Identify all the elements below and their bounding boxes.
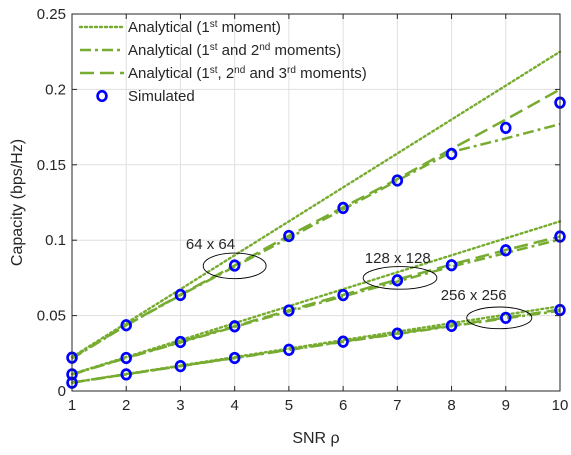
x-tick-label: 7	[393, 397, 401, 414]
simulated-marker	[174, 335, 187, 349]
simulated-marker	[445, 319, 458, 333]
series-line-dotted	[70, 50, 562, 359]
simulated-marker	[337, 201, 349, 215]
x-axis-label: SNR ρ	[292, 430, 339, 447]
group-annotation-label: 64 x 64	[186, 236, 235, 253]
simulated-marker	[391, 274, 404, 287]
y-tick-label: 0.1	[45, 232, 66, 249]
series-layer	[66, 50, 566, 389]
x-tick-label: 5	[285, 397, 293, 414]
simulated-marker	[120, 368, 132, 381]
simulated-marker	[228, 320, 241, 333]
simulated-marker	[174, 359, 187, 373]
group-annotation-label: 128 x 128	[365, 250, 431, 267]
x-tick-label: 1	[68, 397, 76, 414]
legend-label: Analytical (1st, 2nd and 3rd moments)	[128, 65, 367, 83]
simulated-marker	[228, 351, 241, 365]
simulated-marker	[500, 244, 512, 257]
legend-label: Analytical (1st and 2nd moments)	[128, 42, 341, 60]
y-tick-label: 0.2	[45, 81, 66, 98]
group-annotation-ellipse	[466, 306, 533, 330]
x-tick-label: 3	[176, 397, 184, 414]
x-tick-label: 4	[230, 397, 238, 414]
y-tick-label: 0.05	[37, 308, 66, 325]
series-line-dotted	[70, 220, 562, 376]
grid-layer	[72, 14, 560, 391]
simulated-marker	[337, 335, 349, 348]
simulated-marker	[337, 288, 349, 302]
simulated-marker	[283, 229, 295, 243]
series-line-dashed	[71, 88, 561, 359]
simulated-marker	[445, 147, 458, 161]
group-annotation-ellipse	[362, 266, 438, 290]
x-tick-label: 6	[339, 397, 347, 414]
annotation-layer: 64 x 64 128 x 128 256 x 256	[186, 236, 533, 330]
simulated-marker	[500, 121, 512, 135]
simulated-marker	[391, 327, 404, 340]
simulated-marker	[120, 319, 132, 332]
labels-layer: SNR ρ Capacity (bps/Hz)	[9, 139, 340, 447]
group-annotation-ellipse	[202, 252, 267, 280]
simulated-marker	[500, 311, 512, 325]
y-axis-label: Capacity (bps/Hz)	[9, 139, 26, 266]
simulated-marker	[228, 259, 241, 272]
x-tick-label: 10	[552, 397, 569, 414]
x-tick-label: 9	[502, 397, 510, 414]
axes-layer: 1 2 3 4 5 6 7 8 9 10 0 0.05 0.1 0.15 0.2 0.25	[37, 6, 569, 414]
series-line-dashed	[71, 308, 561, 384]
plot-frame	[71, 13, 561, 392]
simulated-marker	[391, 174, 404, 187]
group-annotation-label: 256 x 256	[441, 287, 507, 304]
y-tick-label: 0.15	[37, 157, 66, 174]
legend-label: Analytical (1st moment)	[128, 19, 281, 37]
series-line-dashed	[71, 235, 561, 376]
simulated-marker	[283, 343, 295, 356]
series-line-dash-dot	[71, 122, 561, 360]
simulated-marker	[174, 288, 187, 302]
y-tick-label: 0	[58, 383, 66, 400]
x-tick-label: 8	[447, 397, 455, 414]
legend-swatch-simulated	[96, 89, 108, 103]
simulated-marker	[445, 259, 458, 272]
legend-label: Simulated	[128, 88, 195, 105]
y-tick-label: 0.25	[37, 6, 66, 23]
simulated-marker	[283, 304, 295, 317]
x-tick-label: 2	[122, 397, 130, 414]
series-line-dash-dot	[71, 238, 561, 376]
legend-layer: Analytical (1st moment) Analytical (1st a…	[78, 19, 367, 105]
simulated-marker	[120, 351, 132, 365]
